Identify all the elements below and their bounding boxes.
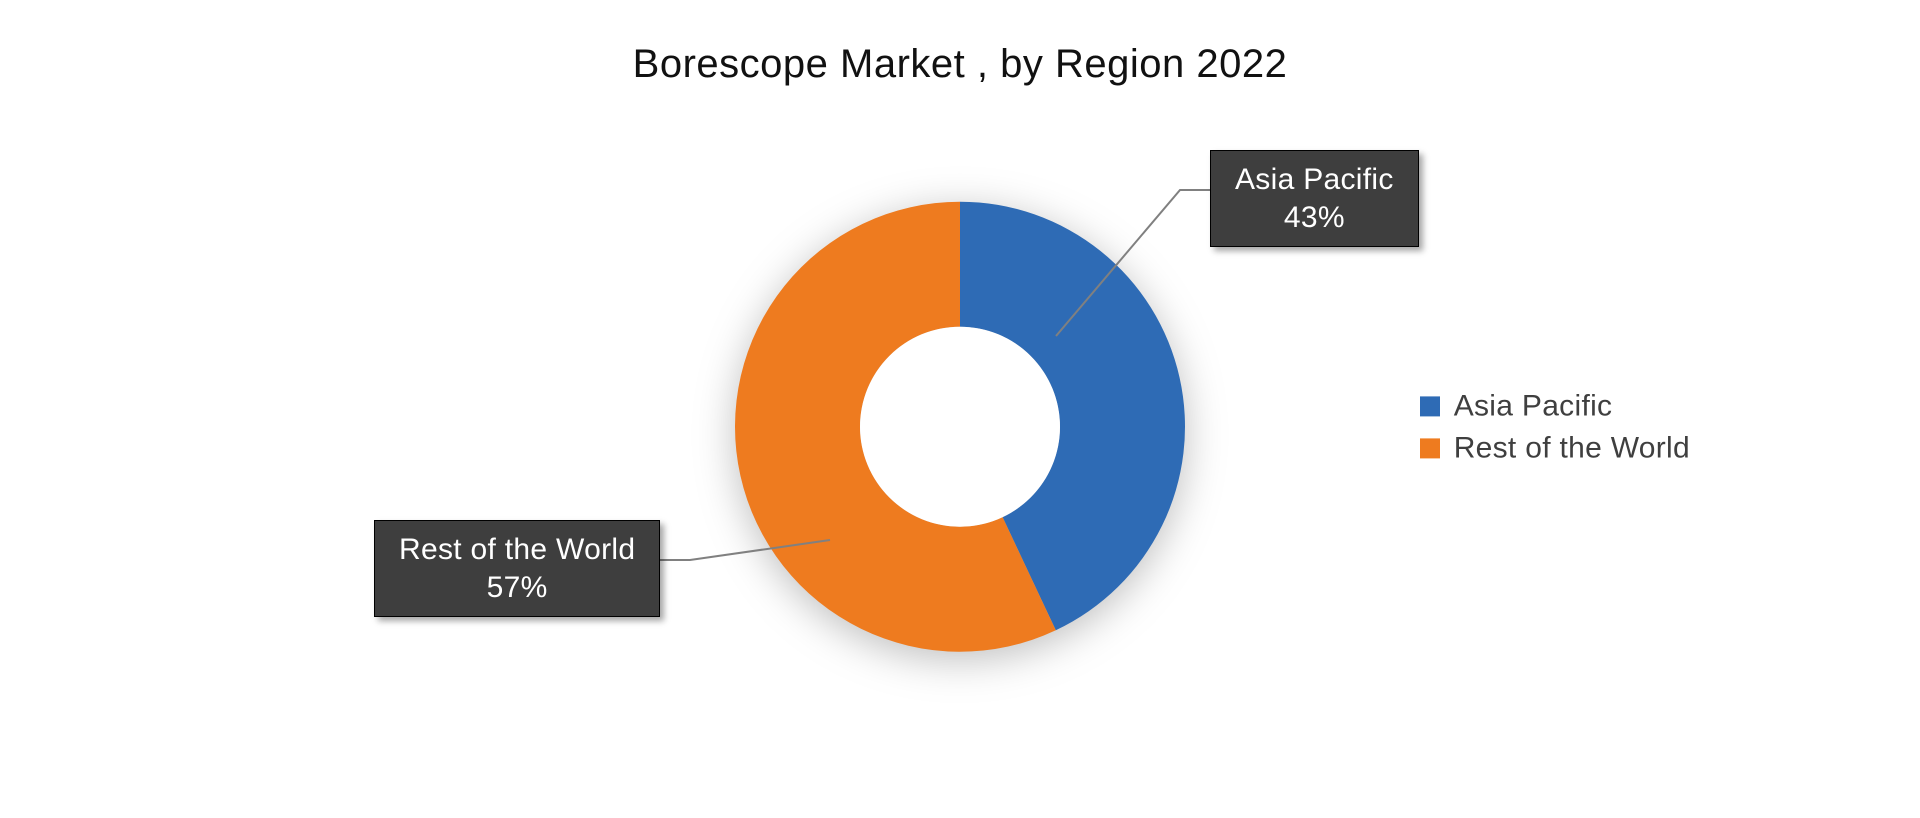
donut-svg	[710, 177, 1210, 677]
chart-container: Borescope Market , by Region 2022 Asia P…	[0, 0, 1920, 818]
donut-chart	[710, 177, 1210, 682]
legend-item-asia-pacific: Asia Pacific	[1420, 389, 1690, 423]
callout-asia-pacific: Asia Pacific 43%	[1210, 150, 1419, 247]
callout-rest-of-world: Rest of the World 57%	[374, 520, 660, 617]
callout-label: Rest of the World	[399, 533, 635, 566]
chart-title: Borescope Market , by Region 2022	[0, 42, 1920, 87]
callout-label: Asia Pacific	[1235, 163, 1394, 196]
legend-swatch	[1420, 438, 1440, 458]
callout-value: 43%	[1235, 199, 1394, 237]
legend-label: Rest of the World	[1454, 431, 1690, 465]
legend-label: Asia Pacific	[1454, 389, 1613, 423]
callout-value: 57%	[399, 569, 635, 607]
legend: Asia Pacific Rest of the World	[1420, 381, 1690, 473]
legend-item-rest-of-world: Rest of the World	[1420, 431, 1690, 465]
donut-hole	[860, 327, 1060, 527]
legend-swatch	[1420, 396, 1440, 416]
